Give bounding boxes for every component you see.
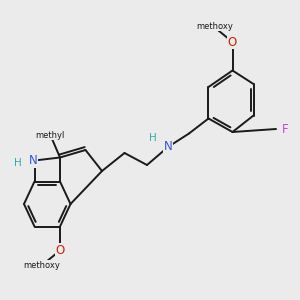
Text: methoxy: methoxy	[24, 261, 60, 270]
Text: methoxy: methoxy	[196, 22, 233, 31]
Text: N: N	[164, 140, 172, 154]
Text: N: N	[28, 154, 38, 167]
Text: F: F	[281, 122, 288, 136]
Text: H: H	[14, 158, 22, 169]
Text: H: H	[148, 133, 156, 143]
Text: O: O	[228, 35, 237, 49]
Text: methyl: methyl	[35, 130, 64, 140]
Text: O: O	[56, 244, 64, 257]
